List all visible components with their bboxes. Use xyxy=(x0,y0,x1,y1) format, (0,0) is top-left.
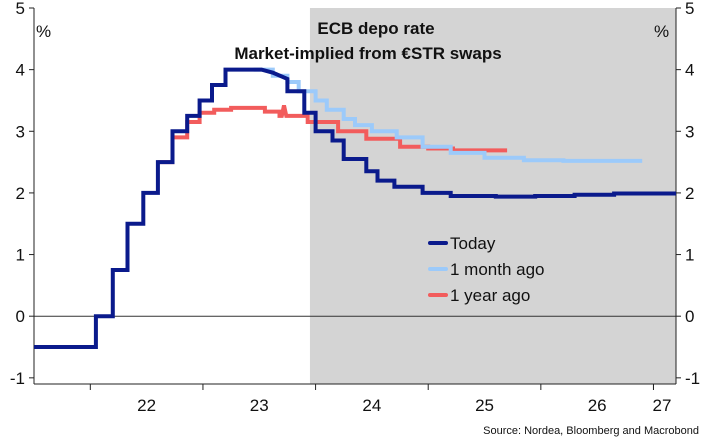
series-lines xyxy=(34,67,676,349)
y-unit-right: % xyxy=(654,22,669,41)
x-tick-label: 22 xyxy=(137,396,156,415)
y-tick-label-left: 3 xyxy=(16,122,25,141)
y-unit-left: % xyxy=(36,22,51,41)
x-tick-label: 25 xyxy=(475,396,494,415)
x-tick-label: 24 xyxy=(362,396,381,415)
x-tick-label: 27 xyxy=(653,396,672,415)
series-line-1-year-ago xyxy=(157,104,508,165)
chart-subtitle: Market-implied from €STR swaps xyxy=(234,44,501,63)
legend: Today 1 month ago 1 year ago xyxy=(428,234,545,305)
x-ticks: 22 23 24 25 26 27 xyxy=(89,384,672,415)
legend-label-1-month-ago: 1 month ago xyxy=(450,260,545,279)
y-tick-label-right: 5 xyxy=(685,0,694,18)
source-note: Source: Nordea, Bloomberg and Macrobond xyxy=(483,425,699,437)
y-ticks: -1 -1 0 0 1 1 2 2 3 3 4 4 5 5 xyxy=(10,0,700,388)
y-tick-label-left: 1 xyxy=(16,246,25,265)
y-tick-label-right: 0 xyxy=(685,307,694,326)
x-tick-label: 26 xyxy=(588,396,607,415)
y-tick-label-right: -1 xyxy=(685,369,700,388)
y-tick-label-left: 0 xyxy=(16,307,25,326)
y-tick-label-left: 5 xyxy=(16,0,25,18)
y-tick-label-right: 4 xyxy=(685,61,694,80)
y-tick-label-left: 2 xyxy=(16,184,25,203)
chart-title: ECB depo rate xyxy=(317,19,434,38)
y-tick-label-left: 4 xyxy=(16,61,25,80)
legend-label-today: Today xyxy=(450,234,496,253)
y-tick-label-right: 2 xyxy=(685,184,694,203)
y-tick-label-left: -1 xyxy=(10,369,25,388)
series-line-1-month-ago xyxy=(253,67,643,163)
y-tick-label-right: 3 xyxy=(685,122,694,141)
legend-label-1-year-ago: 1 year ago xyxy=(450,286,530,305)
x-tick-label: 23 xyxy=(250,396,269,415)
series-line-today xyxy=(34,67,676,349)
y-tick-label-right: 1 xyxy=(685,246,694,265)
